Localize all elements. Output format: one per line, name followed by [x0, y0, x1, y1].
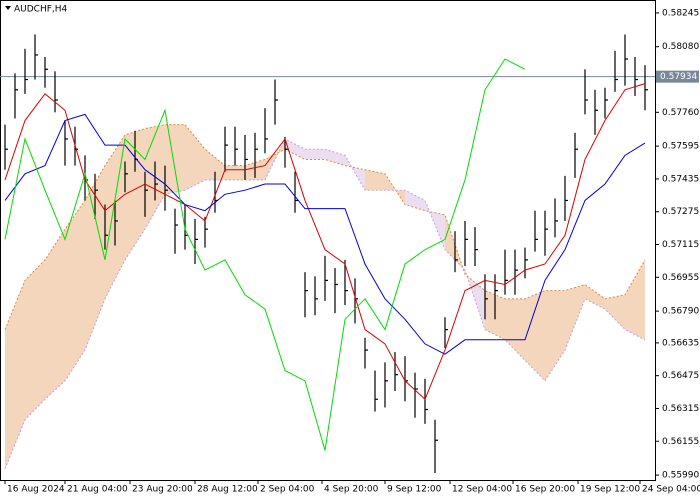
cloud-fill [605, 294, 625, 330]
cloud-fill [25, 259, 45, 420]
cloud-fill [405, 190, 425, 211]
y-tick-label: 0.58245 [662, 8, 699, 18]
cloud-fill [165, 124, 185, 195]
cloud-span-line [4, 138, 646, 470]
symbol-menu-icon[interactable] [5, 6, 11, 10]
indicator-line [4, 58, 526, 451]
y-tick-label: 0.58080 [662, 42, 699, 52]
chart-title: AUDCHF,H4 [14, 5, 68, 15]
cloud-fill [525, 290, 545, 381]
cloud-fill [325, 149, 345, 166]
y-tick-label: 0.56790 [662, 307, 699, 317]
cloud-fill [545, 290, 565, 381]
y-tick-label: 0.56635 [662, 338, 699, 348]
x-tick-label: 21 Aug 04:00 [67, 485, 128, 495]
x-tick-label: 23 Aug 20:00 [132, 485, 193, 495]
y-tick-label: 0.57275 [662, 207, 699, 217]
cloud-fill [585, 284, 605, 310]
plot-frame [0, 0, 656, 481]
cloud-fill [185, 124, 205, 191]
cloud-fill [625, 259, 645, 340]
y-tick-label: 0.55990 [662, 471, 699, 481]
x-tick-label: 28 Aug 12:00 [197, 485, 258, 495]
x-tick-label: 24 Sep 04:00 [642, 485, 700, 495]
cloud-fill [285, 138, 305, 160]
y-tick-label: 0.56955 [662, 273, 699, 283]
indicator-line [4, 113, 646, 355]
cloud-fill [65, 200, 85, 381]
y-tick-label: 0.56475 [662, 371, 699, 381]
cloud-fill [125, 128, 145, 260]
y-tick-label: 0.57595 [662, 142, 699, 152]
x-tick-label: 4 Sep 20:00 [324, 485, 379, 495]
cloud-fill [385, 173, 405, 205]
x-tick-label: 16 Sep 20:00 [515, 485, 575, 495]
cloud-fill [225, 165, 245, 180]
cloud-fill [85, 165, 105, 351]
y-tick-label: 0.56155 [662, 437, 699, 447]
y-tick-label: 0.57760 [662, 108, 699, 118]
cloud-fill [565, 284, 585, 351]
last-price-label: 0.57934 [660, 72, 697, 82]
x-tick-label: 2 Sep 04:00 [260, 485, 315, 495]
cloud-fill [45, 229, 65, 400]
x-tick-label: 16 Aug 2024 [7, 485, 65, 495]
last-price-box [656, 70, 699, 83]
y-tick-label: 0.57435 [662, 174, 699, 184]
cloud-fill [365, 169, 385, 191]
x-tick-label: 12 Sep 04:00 [452, 485, 512, 495]
x-tick-label: 9 Sep 12:00 [387, 485, 442, 495]
plot-area [0, 34, 655, 474]
cloud-fill [205, 149, 225, 180]
cloud-fill [5, 280, 25, 469]
x-tick-label: 19 Sep 12:00 [580, 485, 640, 495]
cloud-fill [305, 149, 325, 160]
cloud-fill [265, 138, 285, 180]
cloud-span-line [4, 124, 646, 330]
y-tick-label: 0.56315 [662, 404, 699, 414]
cloud-fill [505, 298, 525, 361]
indicator-line [4, 83, 646, 401]
y-tick-label: 0.57115 [662, 240, 699, 250]
